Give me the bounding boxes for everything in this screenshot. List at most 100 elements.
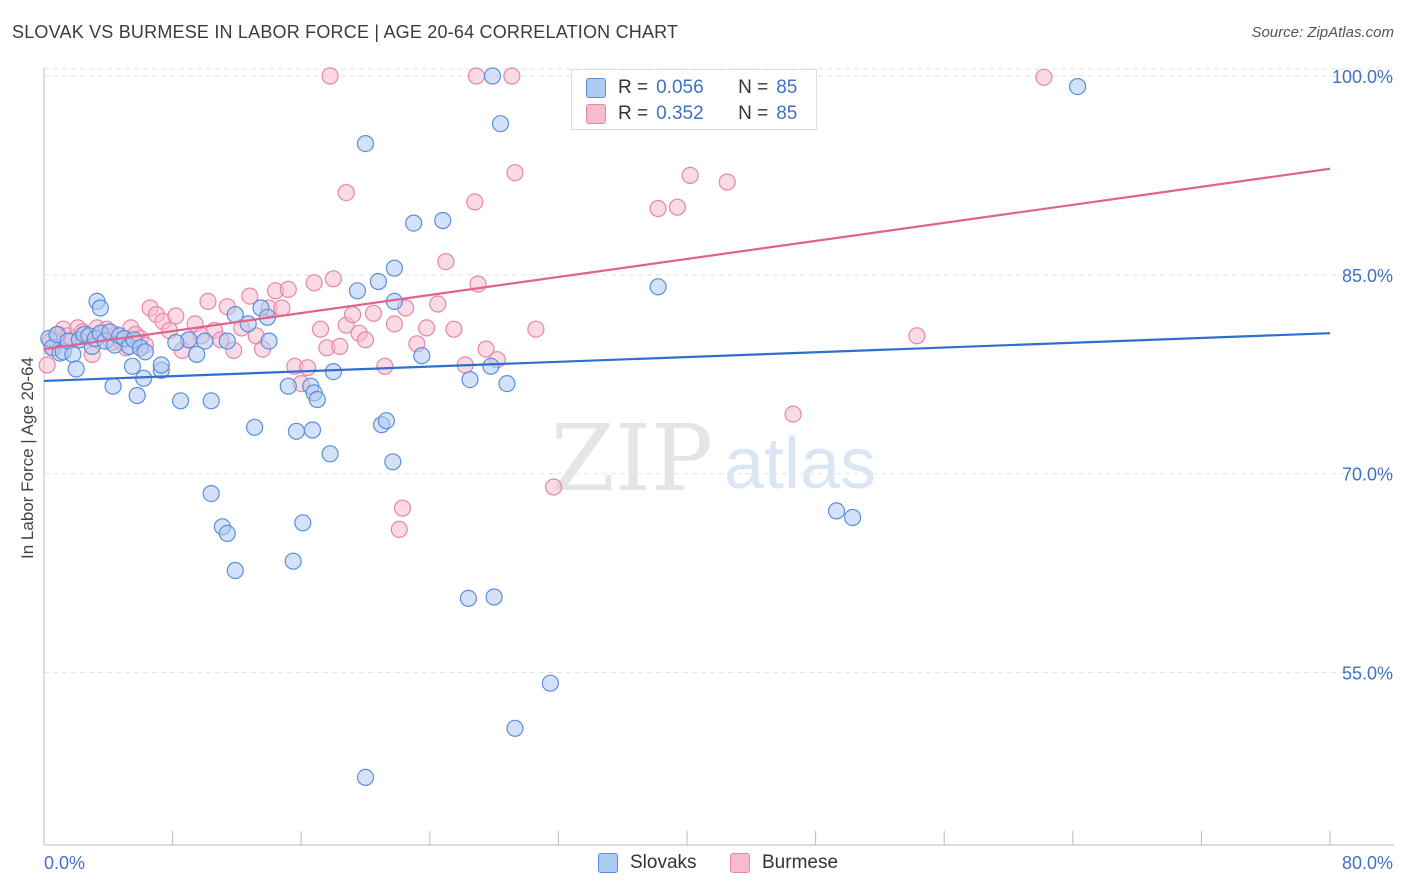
slovaks-point [167, 333, 185, 352]
x-tick-label-min: 0.0% [44, 853, 85, 873]
slovaks-point [303, 421, 322, 439]
series-legend: Slovaks Burmese [0, 852, 1406, 878]
y-tick-label: 85.0% [1342, 266, 1393, 286]
trend-lines [43, 167, 1331, 383]
slovaks-point [356, 135, 375, 153]
slovaks-swatch [586, 78, 606, 98]
slovaks-point [287, 422, 305, 440]
burmese-point [681, 166, 699, 184]
burmese-point [311, 320, 330, 338]
slovaks-trend-line [43, 332, 1331, 383]
y-axis-label: In Labor Force | Age 20-64 [18, 357, 37, 559]
burmese-point [445, 320, 463, 338]
slovaks-point [506, 719, 524, 737]
r-value: 0.056 [656, 77, 704, 98]
burmese-point [305, 274, 323, 292]
burmese-point [279, 280, 297, 298]
burmese-point [466, 193, 484, 211]
slovaks-point [649, 278, 667, 296]
burmese-point [1035, 68, 1053, 86]
slovaks-point [348, 282, 367, 300]
burmese-point [503, 67, 521, 85]
slovaks-point [91, 299, 109, 317]
points [38, 67, 1087, 787]
slovaks-point [202, 485, 220, 503]
legend-row-burmese: R = 0.352 N = 85 [586, 102, 797, 126]
legend-label: Slovaks [630, 852, 697, 873]
gridlines [44, 68, 1394, 674]
slovaks-point [434, 211, 452, 230]
burmese-point [506, 164, 524, 182]
slovaks-point [218, 524, 236, 543]
slovaks-point [226, 561, 244, 580]
slovaks-swatch [598, 853, 618, 873]
burmese-swatch [730, 853, 750, 873]
slovaks-point [294, 514, 312, 532]
burmese-point [544, 478, 563, 496]
legend-label: Burmese [762, 852, 839, 873]
slovaks-point [284, 552, 302, 570]
r-label: R = [618, 103, 649, 124]
slovaks-point [321, 445, 339, 463]
slovaks-point [218, 332, 236, 350]
burmese-point [364, 304, 383, 322]
slovaks-point [188, 345, 206, 363]
n-label: N = [738, 103, 769, 124]
burmese-point [908, 327, 926, 345]
slovaks-point [461, 371, 479, 389]
slovaks-point [385, 259, 403, 277]
burmese-point [337, 184, 355, 202]
y-tick-label: 70.0% [1342, 465, 1393, 485]
slovaks-point [843, 508, 862, 527]
burmese-point [784, 405, 802, 423]
burmese-point [356, 331, 375, 349]
burmese-point [718, 173, 736, 191]
burmese-point [467, 67, 485, 85]
burmese-point [167, 307, 185, 325]
burmese-point [649, 199, 667, 218]
burmese-point [331, 337, 349, 355]
slovaks-point [483, 67, 502, 85]
slovaks-point [152, 356, 170, 374]
slovaks-point [246, 418, 264, 436]
burmese-trend-line [43, 167, 1331, 351]
tick-labels: 55.0% 70.0% 85.0% 100.0% 0.0% 80.0% [44, 67, 1393, 873]
burmese-point [437, 253, 455, 271]
y-tick-label: 100.0% [1332, 67, 1393, 87]
burmese-point [344, 306, 362, 324]
burmese-point [376, 357, 394, 375]
y-tick-label: 55.0% [1342, 664, 1393, 684]
burmese-point [429, 295, 447, 313]
slovaks-point [202, 392, 220, 410]
burmese-point [477, 340, 495, 358]
slovaks-point [196, 332, 214, 350]
r-label: R = [618, 77, 649, 98]
slovaks-point [260, 332, 278, 350]
legend-row-slovaks: R = 0.056 N = 85 [586, 76, 797, 100]
burmese-point [273, 299, 291, 317]
burmese-point [299, 359, 317, 377]
n-value: 85 [776, 103, 798, 124]
source-note: Source: ZipAtlas.com [1251, 24, 1394, 41]
legend-item-burmese[interactable]: Burmese [730, 852, 838, 874]
slovaks-point [128, 386, 146, 405]
slovaks-point [308, 390, 326, 409]
x-tick-label-max: 80.0% [1342, 853, 1393, 873]
slovaks-point [482, 357, 500, 375]
axes [43, 68, 1394, 846]
slovaks-point [279, 377, 297, 395]
burmese-point [527, 320, 545, 338]
burmese-point [668, 198, 687, 216]
slovaks-point [405, 214, 423, 232]
burmese-point [393, 499, 412, 517]
legend-item-slovaks[interactable]: Slovaks [598, 852, 697, 874]
slovaks-point [356, 768, 375, 787]
chart-title: SLOVAK VS BURMESE IN LABOR FORCE | AGE 2… [12, 22, 679, 42]
slovaks-point [239, 315, 257, 333]
watermark-zip: ZIP [551, 405, 713, 512]
slovaks-point [1068, 77, 1087, 96]
slovaks-point [369, 272, 387, 291]
burmese-point [418, 319, 436, 337]
slovaks-point [459, 589, 477, 608]
